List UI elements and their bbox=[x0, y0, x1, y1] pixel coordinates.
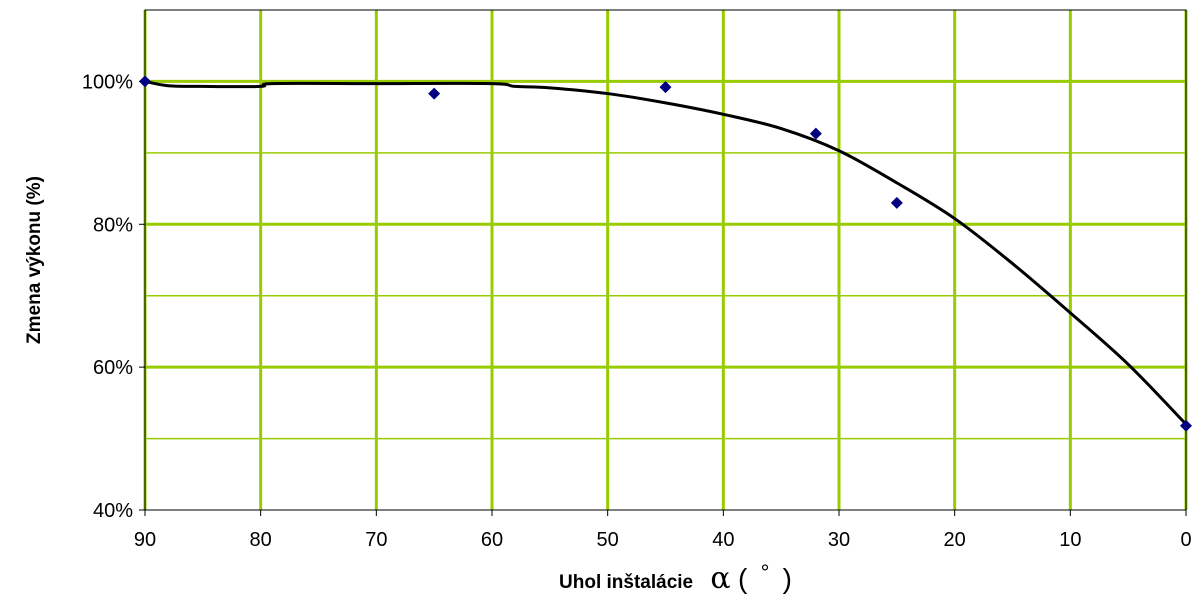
x-axis-title-text: Uhol inštalácie bbox=[559, 572, 693, 593]
x-tick-label: 0 bbox=[1180, 529, 1191, 551]
y-axis-title: Zmena výkonu (%) bbox=[24, 176, 45, 344]
x-tick-label: 20 bbox=[944, 529, 966, 551]
data-point bbox=[1180, 419, 1192, 432]
data-point bbox=[890, 196, 903, 209]
x-tick-label: 70 bbox=[365, 529, 387, 551]
axis-ticks bbox=[139, 80, 1187, 516]
x-tick-label: 90 bbox=[134, 529, 156, 551]
data-point bbox=[809, 127, 822, 140]
x-tick-label: 50 bbox=[597, 529, 619, 551]
x-tick-label: 10 bbox=[1059, 529, 1081, 551]
data-point bbox=[139, 75, 151, 88]
x-axis-title: Uhol inštalácie α ( ° ) bbox=[559, 560, 792, 596]
tick-labels: 90 80 70 60 50 40 30 20 10 0 40% 60% 80% 100% bbox=[82, 71, 1192, 551]
trendline bbox=[144, 79, 1188, 426]
x-axis-title-close-paren: ) bbox=[783, 563, 792, 594]
x-axis-title-open-paren: ( bbox=[738, 563, 748, 594]
x-tick-label: 80 bbox=[250, 529, 272, 551]
data-points bbox=[139, 75, 1192, 432]
data-point bbox=[428, 87, 441, 100]
x-axis-title-symbol: α bbox=[710, 561, 730, 596]
y-tick-label: 60% bbox=[93, 357, 133, 379]
x-axis-title-unit: ° bbox=[761, 560, 770, 585]
plot-area-border bbox=[144, 9, 1187, 511]
x-tick-label: 40 bbox=[712, 529, 734, 551]
x-tick-label: 30 bbox=[828, 529, 850, 551]
y-tick-label: 40% bbox=[93, 500, 133, 522]
trendline-path bbox=[144, 79, 1188, 426]
y-tick-label: 100% bbox=[82, 71, 133, 93]
y-tick-label: 80% bbox=[93, 214, 133, 236]
data-point bbox=[659, 81, 672, 94]
grid bbox=[143, 10, 1188, 510]
x-tick-label: 60 bbox=[481, 529, 503, 551]
